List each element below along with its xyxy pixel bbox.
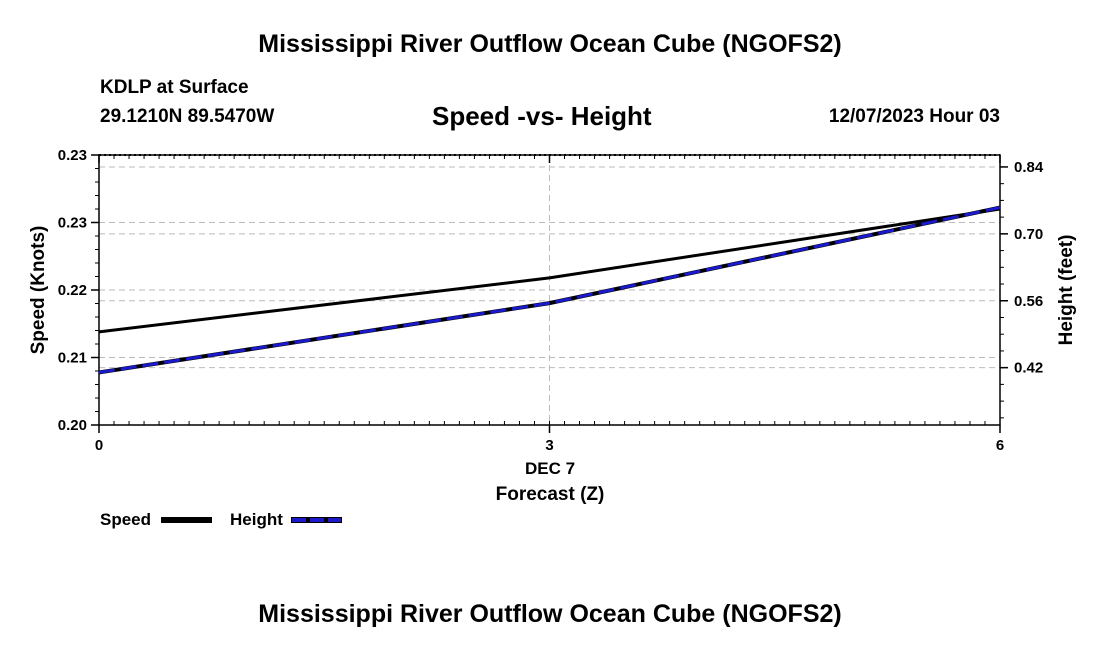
footer-title: Mississippi River Outflow Ocean Cube (NG…: [258, 600, 842, 628]
grid-lines: [99, 155, 1000, 425]
x-tick-label: 6: [996, 437, 1004, 454]
tick-labels: 0 3 6 0.20 0.21 0.22 0.23 0.23 0.42 0.56 0.70 0.84: [58, 147, 1044, 454]
y-right-axis-label: Height (feet): [1056, 235, 1077, 346]
legend: Speed Height: [100, 510, 342, 529]
legend-height-label: Height: [230, 510, 283, 529]
speed-height-chart: 0 3 60.200.210.220.230.230.420.560.700.84 …: [28, 147, 1077, 529]
y-left-axis-label: Speed (Knots): [28, 226, 49, 355]
x-date-label: DEC 7: [525, 459, 575, 478]
series-lines: [98, 205, 1001, 375]
legend-speed-label: Speed: [100, 510, 151, 529]
datetime-label: 12/07/2023 Hour 03: [828, 106, 1000, 127]
y-left-tick-label: 0.23: [58, 215, 87, 232]
y-left-tick-label: 0.20: [58, 417, 87, 434]
coords-label: 29.1210N 89.5470W: [100, 106, 275, 127]
y-right-tick-label: 0.42: [1014, 360, 1043, 377]
y-right-tick-label: 0.84: [1014, 159, 1044, 176]
x-tick-label: 0: [95, 437, 103, 454]
x-axis-label: Forecast (Z): [496, 484, 605, 505]
y-left-tick-label: 0.21: [58, 350, 87, 367]
x-tick-label: 3: [545, 437, 553, 454]
page-title: Mississippi River Outflow Ocean Cube (NG…: [258, 30, 842, 58]
y-right-tick-label: 0.56: [1014, 293, 1043, 310]
y-left-tick-label: 0.23: [58, 147, 87, 164]
station-label: KDLP at Surface: [100, 77, 249, 98]
y-left-tick-label: 0.22: [58, 282, 87, 299]
y-right-tick-label: 0.70: [1014, 226, 1043, 243]
chart-title: Speed -vs- Height: [432, 101, 652, 131]
